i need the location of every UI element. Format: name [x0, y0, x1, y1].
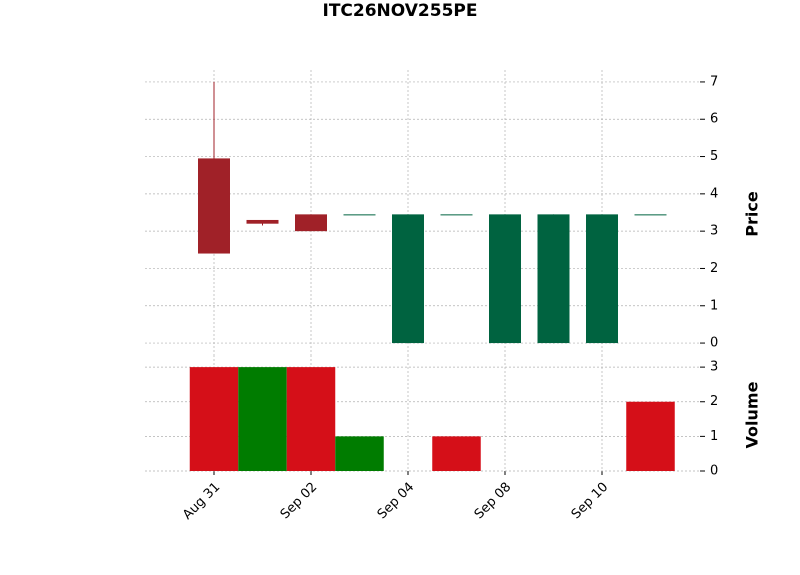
y-tick-label: 0 — [710, 336, 718, 351]
candle-body — [343, 214, 376, 216]
x-tick-label: Sep 02 — [278, 480, 321, 523]
candle-body — [295, 214, 327, 232]
candle-body — [392, 214, 424, 344]
candle-body — [440, 214, 473, 216]
y-tick-label: 5 — [710, 149, 718, 164]
candle-body — [537, 214, 570, 344]
y-tick-label: 3 — [710, 224, 718, 239]
candle-body — [634, 214, 667, 216]
volume-tick-label: 0 — [710, 464, 718, 479]
volume-bar — [335, 436, 384, 471]
candle-body — [586, 214, 618, 344]
volume-tick-label: 2 — [710, 394, 718, 409]
volume-tick-label: 3 — [710, 360, 718, 375]
y-tick-label: 7 — [710, 74, 718, 89]
x-tick-label: Aug 31 — [180, 480, 223, 523]
volume-axis-label: Volume — [743, 381, 762, 448]
candle-body — [198, 158, 230, 254]
volume-bar — [626, 401, 675, 471]
price-axis-label: Price — [743, 191, 762, 237]
candle-body — [489, 214, 521, 344]
volume-tick-label: 1 — [710, 429, 718, 444]
volume-bar — [286, 367, 336, 471]
x-tick-label: Sep 08 — [472, 480, 515, 523]
x-tick-label: Sep 04 — [375, 480, 418, 523]
y-tick-label: 6 — [710, 112, 718, 127]
y-tick-label: 2 — [710, 261, 718, 276]
y-tick-label: 4 — [710, 186, 718, 201]
x-tick-label: Sep 10 — [569, 480, 612, 523]
volume-bar — [432, 436, 481, 471]
volume-bar — [189, 367, 239, 471]
y-tick-label: 1 — [710, 298, 718, 313]
volume-bar — [238, 367, 287, 471]
candle-body — [246, 219, 279, 224]
chart-title: ITC26NOV255PE — [323, 1, 478, 21]
